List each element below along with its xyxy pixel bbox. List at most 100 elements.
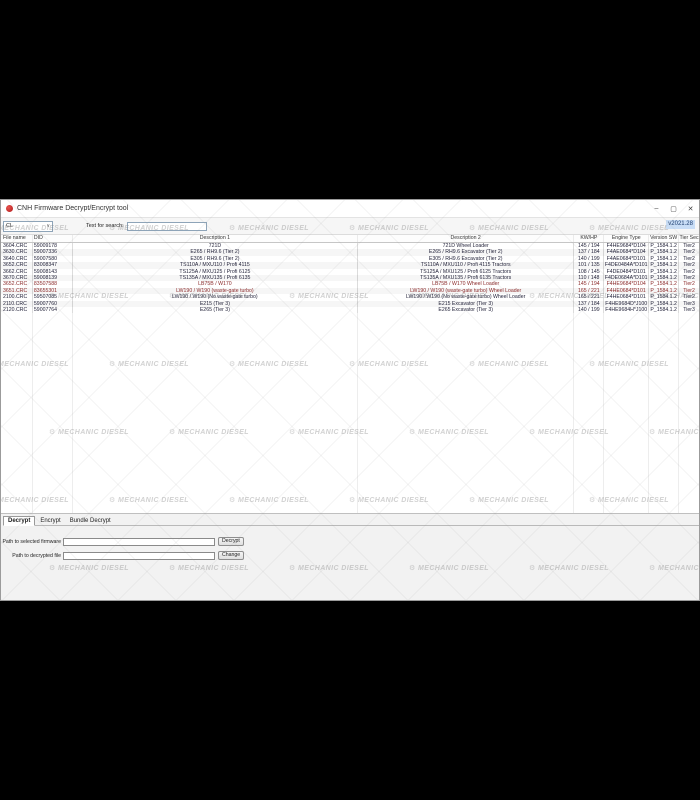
table-body: 3604.CRC 59009178 721D 721D Wheel Loader 145…	[1, 243, 699, 516]
change-button[interactable]: Change	[218, 551, 245, 560]
table-cell: 137 / 184	[574, 300, 605, 307]
column-header-file-name[interactable]: File name	[1, 235, 33, 242]
close-icon[interactable]: ✕	[687, 205, 694, 213]
table-cell: 3651.CRC	[1, 287, 33, 295]
table-cell: 140 / 199	[574, 306, 605, 314]
table-cell: Tier2	[683, 243, 695, 249]
chevron-down-icon: ∨	[46, 223, 50, 229]
table-cell: F4DE0484A*D101	[604, 262, 650, 269]
decrypted-path-label: Path to decrypted file	[12, 552, 61, 559]
table-row[interactable]: 3651.CRC 83655301 LW190 / W190 (waste-gate…	[1, 287, 699, 295]
table-cell: 2120.CRC	[1, 306, 33, 314]
file-type-value: CL	[6, 223, 14, 229]
table-cell: LB75B / W170 Wheel Loader	[358, 281, 575, 288]
column-header-tier[interactable]: Tier Sec	[679, 235, 699, 241]
table-cell: TS135A / MXU135 / Profi 6135 Tractors	[358, 274, 575, 282]
table-cell: 59009178	[33, 243, 73, 250]
table-cell: P_1584.1.2	[649, 294, 680, 301]
table-cell: 83655301	[33, 287, 73, 295]
table-cell: TS135A / MXU135 / Profi 6135	[73, 274, 358, 282]
table-row[interactable]: 2120.CRC 59007764 E265 (Tier 3) E265 Excava…	[1, 306, 699, 314]
table-cell: 145 / 194	[574, 281, 605, 288]
table-cell: 165 / 221	[574, 294, 605, 301]
table-row[interactable]: 3662.CRC 59008143 TS125A / MXU125 / Profi …	[1, 268, 699, 275]
table-row[interactable]: 2100.CRC 59507085 LW190 / W190 (No waste-g…	[1, 294, 699, 301]
table-cell: LB75B / W170	[73, 281, 358, 288]
minimize-icon[interactable]: –	[654, 205, 659, 212]
column-header-description-1[interactable]: Description 1	[73, 235, 358, 242]
table-cell: 59008139	[33, 274, 73, 282]
table-row[interactable]: 3640.CRC 59007580 E305 / RH9.6 (Tier 2) E30…	[1, 255, 699, 263]
firmware-path-row: Path to selected firmware Decrypt	[1, 537, 699, 546]
table-cell: F4AE0684*D101	[604, 255, 650, 263]
table-cell: F4HE9684H*J100	[604, 306, 650, 314]
table-cell: E265 (Tier 3)	[73, 306, 358, 314]
tab-bundle-decrypt[interactable]: Bundle Decrypt	[69, 518, 111, 524]
table-cell: E215 Excavator (Tier 3)	[358, 300, 575, 307]
table-cell: P_1584.1.2	[649, 306, 680, 314]
table-cell: E215 (Tier 3)	[73, 300, 358, 307]
table-cell: F4HE9684*D104	[604, 243, 650, 250]
table-row[interactable]: 3670.CRC 59008139 TS135A / MXU135 / Profi …	[1, 274, 699, 282]
table-cell: P_1584.1.2	[649, 287, 680, 295]
table-cell: E265 Excavator (Tier 3)	[358, 306, 575, 314]
window-controls: – ▢ ✕	[648, 200, 699, 217]
table-cell: P_1584.1.2	[649, 274, 680, 282]
bottom-panel: Decrypt Encrypt Bundle Decrypt Path to s…	[1, 513, 699, 600]
tab-encrypt[interactable]: Encrypt	[40, 518, 61, 524]
table-cell: P_1584.1.2	[649, 243, 680, 250]
search-label: Text for search:	[86, 223, 124, 229]
table-cell: Tier2	[683, 268, 695, 275]
table-cell: 3604.CRC	[1, 243, 33, 250]
table-cell: Tier2	[683, 255, 695, 262]
decrypt-button[interactable]: Decrypt	[218, 537, 244, 546]
column-header-engine-type[interactable]: Engine Type	[604, 235, 650, 242]
table-cell: 3652.CRC	[1, 281, 33, 288]
column-header-description-2[interactable]: Description 2	[358, 235, 575, 242]
table-cell: Tier3	[683, 300, 695, 307]
table-cell: Tier2	[683, 249, 695, 256]
file-type-dropdown[interactable]: CL ∨	[3, 220, 53, 232]
table-cell: 2110.CRC	[1, 300, 33, 307]
table-row[interactable]: 3604.CRC 59009178 721D 721D Wheel Loader 145…	[1, 243, 699, 250]
table-cell: P_1584.1.2	[649, 268, 680, 275]
table-cell: Tier2	[683, 294, 695, 301]
table-cell: 3652.CRC	[1, 262, 33, 269]
table-cell: P_1584.1.2	[649, 262, 680, 269]
table-cell: 165 / 221	[574, 287, 605, 295]
table-row[interactable]: 2110.CRC 59007760 E215 (Tier 3) E215 Excava…	[1, 300, 699, 307]
firmware-path-label: Path to selected firmware	[2, 538, 61, 545]
table-cell: Tier3	[683, 306, 695, 313]
title-bar: CNH Firmware Decrypt/Encrypt tool – ▢ ✕	[1, 200, 699, 218]
table-cell: E265 / RH9.6 Excavator (Tier 2)	[358, 249, 575, 256]
table-cell: 721D	[73, 243, 358, 250]
table-cell: 3670.CRC	[1, 274, 33, 282]
app-icon	[6, 205, 13, 212]
firmware-path-input[interactable]	[63, 537, 215, 546]
table-cell: P_1584.1.2	[649, 300, 680, 307]
maximize-icon[interactable]: ▢	[670, 205, 677, 213]
table-cell: 137 / 184	[574, 249, 605, 256]
table-cell: 101 / 135	[574, 262, 605, 269]
column-header-kw-hp[interactable]: KW/HP	[574, 235, 605, 242]
table-cell: 140 / 199	[574, 255, 605, 263]
table-cell: 59008143	[33, 268, 73, 275]
table-row[interactable]: 3652.CRC 83008347 TS110A / MXU110 / Profi …	[1, 262, 699, 269]
column-header-did[interactable]: DID	[33, 235, 73, 242]
table-cell: TS125A / MXU125 / Profi 6125 Tractors	[358, 268, 575, 275]
table-cell: 59007580	[33, 255, 73, 263]
search-input[interactable]	[126, 221, 207, 231]
table-cell: E305 / RH9.6 Excavator (Tier 2)	[358, 255, 575, 263]
decrypted-path-input[interactable]	[63, 551, 215, 560]
table-cell: 3662.CRC	[1, 268, 33, 275]
table-row[interactable]: 3652.CRC 83507588 LB75B / W170 LB75B / W170…	[1, 281, 699, 288]
column-header-version-sw[interactable]: Version SW	[650, 235, 680, 242]
table-cell: F4HE9684D*J100	[604, 300, 650, 307]
table-cell: TS110A / MXU110 / Profi 4115	[73, 262, 358, 269]
table-cell: 59507085	[33, 294, 73, 301]
table-row[interactable]: 3630.CRC 59007336 E265 / RH9.6 (Tier 2) E26…	[1, 249, 699, 256]
tab-decrypt[interactable]: Decrypt	[3, 516, 36, 526]
table-cell: 721D Wheel Loader	[358, 243, 575, 250]
table-cell: F4DE0684A*D101	[604, 274, 650, 282]
